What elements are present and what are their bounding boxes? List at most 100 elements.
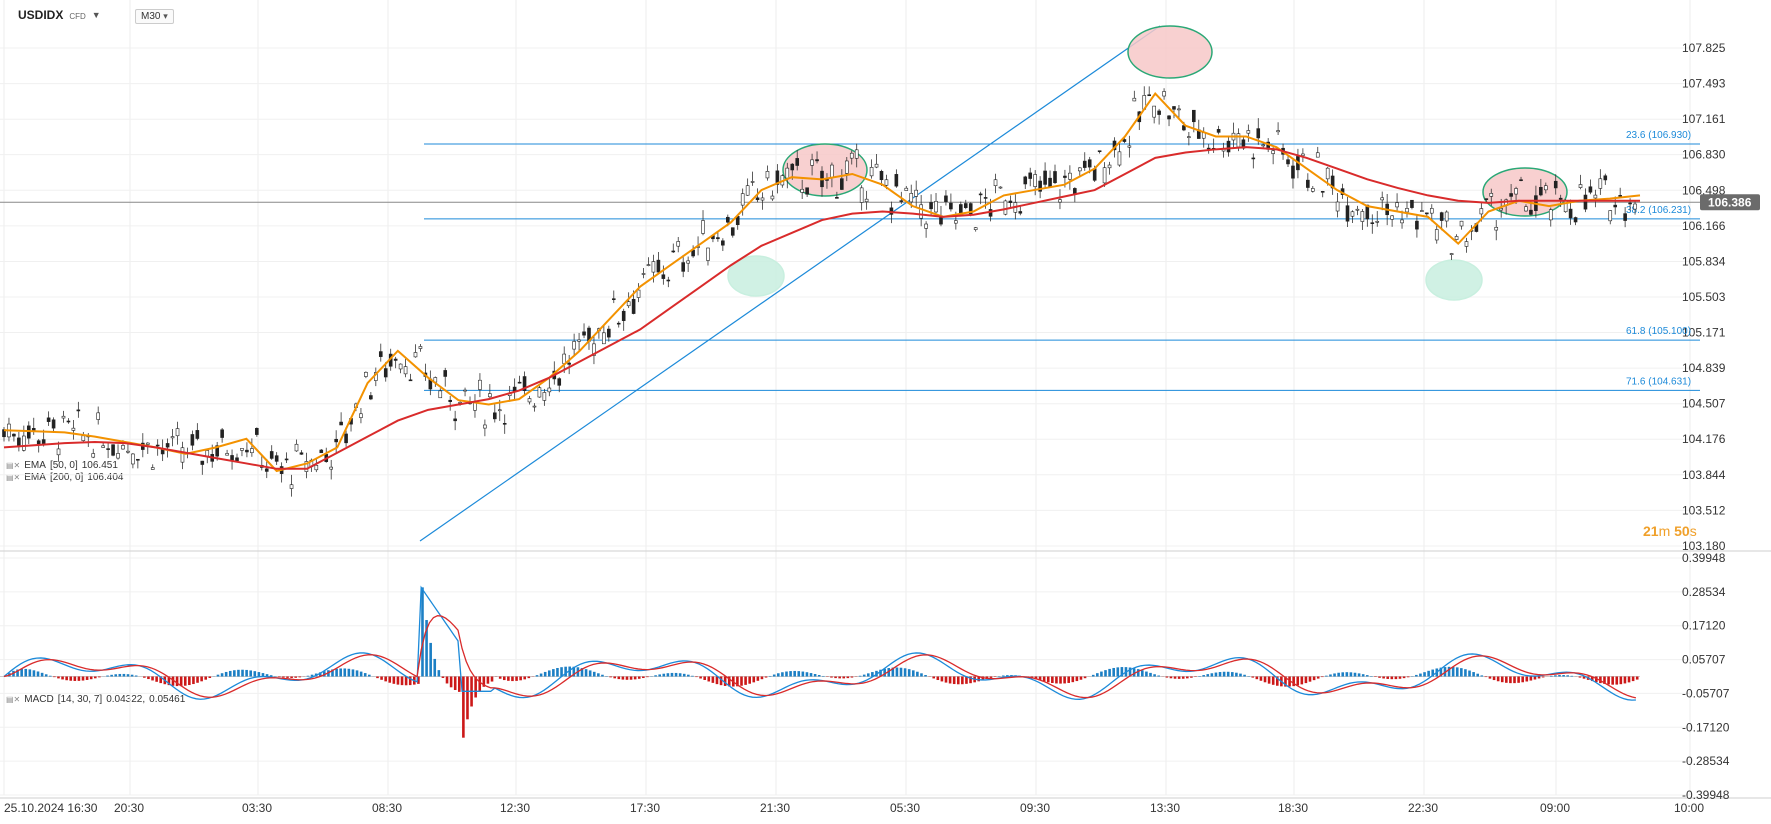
macd-histogram-bar xyxy=(711,676,715,683)
macd-histogram-bar xyxy=(646,676,649,678)
candle xyxy=(537,385,542,398)
candle xyxy=(1365,204,1370,227)
macd-params: [14, 30, 7] xyxy=(57,694,103,705)
macd-histogram-bar xyxy=(670,672,674,677)
macd-histogram-bar xyxy=(380,676,383,680)
legend-macd[interactable]: ▤✕ MACD [14, 30, 7] 0.04322, 0.05461 xyxy=(6,694,185,705)
macd-histogram-bar xyxy=(490,676,494,682)
macd-histogram-bar xyxy=(1255,676,1259,680)
legend-ema50[interactable]: ▤✕ EMA [50, 0] 106.451 xyxy=(6,460,118,471)
candle xyxy=(438,388,443,399)
candle xyxy=(1544,182,1548,194)
macd-histogram-bar xyxy=(719,676,723,686)
macd-histogram-bar xyxy=(568,666,572,677)
candle xyxy=(1355,205,1360,216)
macd-histogram-bar xyxy=(1173,676,1177,679)
macd-histogram-bar xyxy=(940,676,944,682)
candle xyxy=(1048,170,1052,188)
macd-axis-tick: -0.39948 xyxy=(1682,788,1730,802)
macd-histogram-bar xyxy=(936,676,940,681)
macd-histogram-bar xyxy=(1149,672,1152,677)
candle xyxy=(1038,176,1042,199)
macd-histogram-bar xyxy=(183,676,187,686)
candle xyxy=(835,191,839,199)
macd-histogram-bar xyxy=(515,676,518,681)
candle xyxy=(359,408,363,424)
timeframe-selector[interactable]: M30 ▾ xyxy=(135,9,174,24)
candle xyxy=(671,243,676,253)
macd-histogram-bar xyxy=(511,676,514,682)
macd-histogram-bar xyxy=(588,670,592,677)
macd-histogram-bar xyxy=(425,620,428,677)
macd-histogram-bar xyxy=(1455,667,1459,677)
macd-histogram-bar xyxy=(1108,668,1111,677)
highlight-ellipse xyxy=(782,143,868,197)
candle xyxy=(1142,86,1147,110)
macd-histogram-bar xyxy=(613,676,617,679)
candle xyxy=(26,421,31,445)
candle xyxy=(180,441,185,470)
candle xyxy=(1162,88,1166,100)
macd-histogram-bar xyxy=(830,676,833,678)
macd-histogram-bar xyxy=(752,676,756,683)
candle xyxy=(1519,176,1523,182)
candle xyxy=(200,460,205,475)
macd-histogram-bar xyxy=(1541,676,1545,678)
chevron-down-icon[interactable]: ▼ xyxy=(91,10,101,20)
settings-icon[interactable]: ▤✕ xyxy=(6,473,21,482)
fib-level-label: 23.6 (106.930) xyxy=(1626,130,1691,141)
macd-histogram-bar xyxy=(1558,675,1561,677)
legend-ema200[interactable]: ▤✕ EMA [200, 0] 106.404 xyxy=(6,472,123,483)
time-axis-tick: 12:30 xyxy=(500,801,530,815)
candle xyxy=(190,430,195,451)
price-axis-tick: 106.830 xyxy=(1682,148,1726,162)
candle xyxy=(1573,216,1578,226)
macd-histogram-bar xyxy=(457,676,461,692)
highlight-ellipse xyxy=(1127,25,1213,79)
macd-histogram-bar xyxy=(216,674,220,677)
macd-histogram-bar xyxy=(474,676,477,698)
ema50-label: EMA xyxy=(24,460,46,471)
settings-icon[interactable]: ▤✕ xyxy=(6,695,21,704)
candle xyxy=(314,459,319,473)
macd-histogram-bar xyxy=(1271,676,1275,685)
macd-histogram-bar xyxy=(269,675,273,677)
macd-histogram-bar xyxy=(1590,676,1594,682)
candle xyxy=(1578,174,1583,190)
macd-histogram-bar xyxy=(969,676,972,684)
candle xyxy=(1306,173,1310,192)
macd-histogram-bar xyxy=(1112,667,1115,677)
ema50-params: [50, 0] xyxy=(49,460,78,471)
candle xyxy=(661,265,666,285)
macd-histogram-bar xyxy=(69,676,73,681)
macd-histogram-bar xyxy=(306,675,310,677)
symbol-selector[interactable]: USDIDX CFD ▼ xyxy=(18,8,101,22)
macd-histogram-bar xyxy=(1529,676,1533,681)
candle xyxy=(66,418,71,424)
macd-histogram-bar xyxy=(1521,676,1524,683)
macd-histogram-bar xyxy=(899,667,903,677)
time-axis-tick: 03:30 xyxy=(242,801,272,815)
candle xyxy=(403,358,408,378)
candle xyxy=(502,414,507,434)
macd-histogram-bar xyxy=(764,676,768,678)
candle xyxy=(745,178,750,196)
macd-histogram-bar xyxy=(1599,676,1602,684)
macd-histogram-bar xyxy=(1615,676,1619,685)
candle xyxy=(1221,142,1226,158)
macd-histogram-bar xyxy=(323,671,326,677)
macd-histogram-bar xyxy=(1533,676,1537,680)
macd-histogram-bar xyxy=(911,670,915,677)
time-axis-tick: 22:30 xyxy=(1408,801,1438,815)
macd-histogram-bar xyxy=(1038,676,1042,681)
settings-icon[interactable]: ▤✕ xyxy=(6,461,21,470)
candle xyxy=(443,367,448,387)
candle xyxy=(71,419,76,440)
macd-histogram-bar xyxy=(842,676,846,679)
candle xyxy=(17,431,21,452)
macd-histogram-bar xyxy=(421,587,424,677)
candle xyxy=(428,370,433,396)
macd-histogram-bar xyxy=(838,676,841,679)
macd-histogram-bar xyxy=(813,674,817,677)
